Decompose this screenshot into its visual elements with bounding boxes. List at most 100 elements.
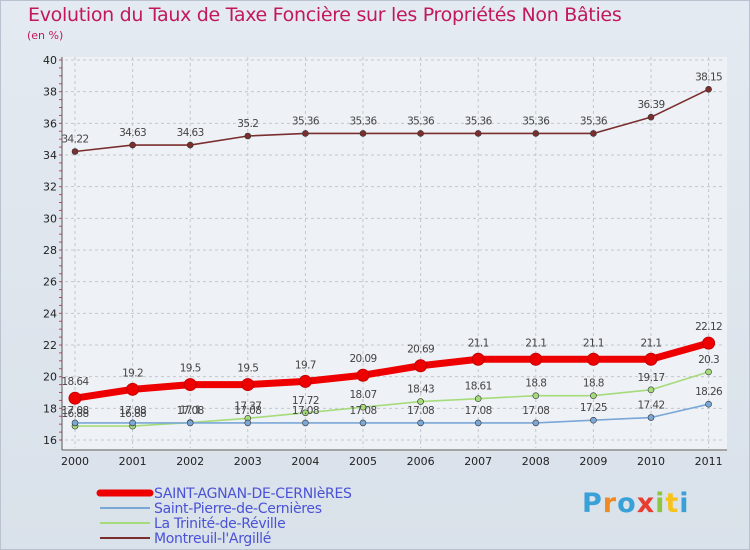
logo-letter: t bbox=[665, 488, 680, 519]
data-label: 17.08 bbox=[177, 405, 204, 417]
data-point bbox=[68, 391, 82, 405]
data-point bbox=[705, 368, 712, 376]
data-point bbox=[474, 130, 482, 137]
x-tick-label: 2002 bbox=[176, 455, 204, 468]
x-tick-label: 2011 bbox=[695, 455, 723, 468]
x-tick-label: 2009 bbox=[579, 455, 607, 468]
data-point bbox=[298, 374, 312, 388]
data-label: 19.5 bbox=[180, 363, 201, 375]
logo-letter: i bbox=[655, 488, 666, 519]
data-label: 35.36 bbox=[292, 115, 320, 127]
y-tick-label: 22 bbox=[43, 339, 57, 352]
series-line bbox=[71, 339, 713, 402]
data-label: 17.08 bbox=[292, 405, 319, 417]
data-point bbox=[183, 378, 197, 392]
data-label: 17.08 bbox=[465, 405, 492, 417]
data-label: 16.88 bbox=[61, 408, 88, 420]
data-point bbox=[244, 419, 252, 427]
data-label: 21.1 bbox=[583, 337, 604, 349]
data-point bbox=[186, 141, 194, 149]
data-label: 20.09 bbox=[349, 353, 376, 365]
x-tick-label: 2003 bbox=[234, 455, 262, 468]
data-label: 17.1 bbox=[180, 405, 201, 417]
data-point bbox=[647, 113, 655, 121]
data-point bbox=[71, 148, 79, 155]
data-label: 19.17 bbox=[637, 372, 664, 384]
y-tick-label: 34 bbox=[43, 149, 57, 162]
data-label: 20.69 bbox=[407, 344, 434, 356]
data-label: 17.72 bbox=[292, 395, 319, 407]
data-point bbox=[702, 336, 716, 350]
x-tick-label: 2008 bbox=[522, 455, 550, 468]
data-label: 17.08 bbox=[522, 405, 549, 417]
y-axis-unit: (en %) bbox=[27, 29, 64, 42]
data-label: 18.8 bbox=[583, 378, 604, 390]
data-label: 17.37 bbox=[234, 400, 261, 412]
x-tick-label: 2010 bbox=[637, 455, 665, 468]
data-label: 38.15 bbox=[695, 71, 722, 83]
data-label: 18.8 bbox=[525, 378, 546, 390]
data-label: 18.26 bbox=[695, 386, 723, 398]
chart-title: Evolution du Taux de Taxe Foncière sur l… bbox=[28, 4, 622, 26]
data-point bbox=[532, 419, 540, 427]
series-line bbox=[74, 403, 710, 424]
data-label: 18.43 bbox=[407, 384, 434, 396]
data-point bbox=[474, 419, 482, 427]
data-point bbox=[244, 132, 252, 140]
data-label: 34.63 bbox=[177, 127, 204, 139]
legend-label: Montreuil-l'Argillé bbox=[154, 531, 271, 547]
data-point bbox=[590, 416, 597, 424]
data-point bbox=[129, 419, 136, 427]
data-label: 18.07 bbox=[349, 389, 376, 401]
data-label: 17.42 bbox=[637, 400, 664, 412]
data-label: 19.7 bbox=[295, 359, 316, 371]
data-point bbox=[302, 419, 309, 427]
data-label: 17.08 bbox=[407, 405, 434, 417]
y-tick-label: 16 bbox=[43, 434, 57, 447]
x-tick-label: 2004 bbox=[291, 455, 319, 468]
data-label: 36.39 bbox=[637, 99, 664, 111]
data-label: 17.08 bbox=[119, 405, 146, 417]
legend-label: La Trinité-de-Réville bbox=[154, 516, 285, 532]
legend-label: Saint-Pierre-de-Cernières bbox=[154, 501, 322, 517]
logo-letter: r bbox=[602, 488, 618, 519]
data-point bbox=[359, 130, 367, 137]
data-label: 17.08 bbox=[349, 405, 376, 417]
data-label: 35.36 bbox=[465, 115, 493, 127]
data-label: 18.61 bbox=[465, 381, 492, 393]
data-point bbox=[586, 352, 600, 366]
data-point bbox=[529, 352, 543, 366]
y-tick-label: 26 bbox=[43, 276, 57, 289]
data-point bbox=[302, 409, 309, 417]
y-tick-label: 36 bbox=[43, 117, 57, 130]
data-point bbox=[705, 85, 712, 93]
y-tick-label: 30 bbox=[43, 212, 57, 225]
data-label: 34.22 bbox=[61, 134, 88, 146]
data-point bbox=[129, 141, 136, 149]
data-point bbox=[590, 392, 597, 399]
data-point bbox=[532, 130, 540, 137]
y-tick-label: 20 bbox=[43, 371, 57, 384]
data-label: 35.36 bbox=[522, 115, 550, 127]
data-label: 17.08 bbox=[61, 405, 88, 417]
data-point bbox=[414, 359, 428, 373]
data-point bbox=[302, 130, 309, 137]
data-label: 35.2 bbox=[237, 118, 258, 130]
data-label: 19.2 bbox=[122, 367, 143, 379]
legend-label: SAINT-AGNAN-DE-CERNIèRES bbox=[154, 486, 352, 502]
data-point bbox=[705, 400, 712, 408]
y-tick-label: 28 bbox=[43, 244, 57, 257]
x-tick-label: 2007 bbox=[464, 455, 492, 468]
data-point bbox=[126, 382, 140, 396]
data-label: 35.36 bbox=[580, 115, 608, 127]
data-label: 17.25 bbox=[580, 402, 607, 414]
data-label: 35.36 bbox=[407, 115, 435, 127]
data-label: 21.1 bbox=[641, 337, 662, 349]
data-point bbox=[186, 419, 194, 427]
y-tick-label: 40 bbox=[43, 54, 57, 67]
data-point bbox=[471, 352, 485, 366]
data-label: 22.12 bbox=[695, 321, 722, 333]
data-label: 21.1 bbox=[468, 337, 489, 349]
y-tick-label: 18 bbox=[43, 402, 57, 415]
